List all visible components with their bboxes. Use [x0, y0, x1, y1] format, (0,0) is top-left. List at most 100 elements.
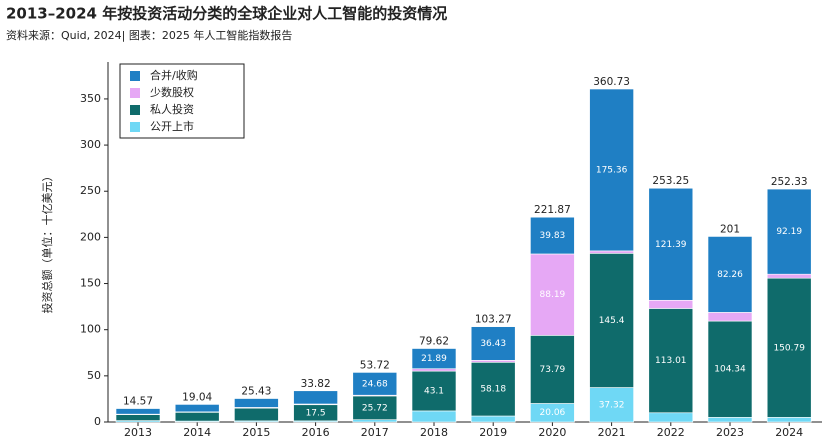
y-tick-label: 250	[80, 184, 101, 197]
segment-label: 150.79	[773, 343, 805, 353]
legend-label: 私人投资	[150, 102, 194, 116]
x-tick-label: 2018	[420, 426, 448, 439]
bar-segment	[648, 308, 694, 414]
bar-segment	[234, 407, 279, 422]
x-tick-label: 2015	[242, 426, 270, 439]
segment-label: 25.72	[362, 403, 388, 413]
total-label: 201	[720, 223, 740, 235]
total-label: 103.27	[475, 314, 512, 326]
y-tick-label: 200	[80, 230, 101, 243]
legend-label: 少数股权	[150, 86, 194, 99]
bar-segment	[707, 417, 753, 423]
total-label: 33.82	[301, 378, 331, 390]
segment-label: 113.01	[655, 356, 687, 366]
legend-label: 公开上市	[150, 119, 194, 133]
legend-swatch	[130, 105, 140, 115]
bar-segment	[115, 408, 161, 415]
bar-segment	[707, 236, 753, 313]
y-tick-label: 50	[87, 369, 101, 382]
bar-segment	[589, 88, 634, 252]
segment-label: 36.43	[480, 339, 506, 349]
bar-segment	[648, 299, 694, 309]
segment-label: 20.06	[540, 408, 566, 418]
bar-segment	[766, 417, 812, 423]
bar-segment	[589, 253, 634, 388]
bar-segment	[411, 410, 457, 423]
x-tick-label: 2021	[598, 426, 626, 439]
bar-segment	[470, 361, 516, 417]
x-tick-label: 2019	[479, 426, 507, 439]
chart-subtitle: 资料来源：Quid, 2024| 图表：2025 年人工智能指数报告	[6, 28, 292, 42]
total-label: 19.04	[182, 391, 212, 403]
total-label: 253.25	[652, 175, 689, 187]
segment-label: 82.26	[717, 270, 743, 280]
bar-segment	[648, 412, 694, 423]
bar-segment	[470, 326, 516, 361]
y-axis-label: 投资总额（单位：十亿美元）	[40, 171, 54, 314]
segment-label: 73.79	[540, 365, 566, 375]
bar-segment	[115, 414, 161, 421]
y-tick-label: 300	[80, 138, 101, 151]
segment-label: 58.18	[480, 385, 506, 395]
total-label: 14.57	[123, 396, 153, 408]
bar-segment	[589, 250, 634, 254]
total-label: 53.72	[360, 359, 390, 371]
chart-title: 2013–2024 年按投资活动分类的全球企业对人工智能的投资情况	[6, 5, 447, 23]
x-tick-label: 2023	[716, 426, 744, 439]
segment-label: 145.4	[599, 316, 625, 326]
y-tick-label: 0	[94, 415, 101, 428]
segment-label: 121.39	[655, 240, 687, 250]
y-tick-label: 350	[80, 92, 101, 105]
segment-label: 92.19	[776, 227, 802, 237]
segment-label: 24.68	[362, 379, 388, 389]
bar-segment	[234, 398, 279, 408]
bar-segment	[293, 390, 338, 405]
segment-label: 175.36	[596, 165, 628, 175]
bar-segment	[530, 253, 575, 336]
x-tick-label: 2016	[302, 426, 330, 439]
total-label: 360.73	[593, 76, 630, 88]
bar-segment	[411, 370, 457, 412]
segment-label: 43.1	[424, 387, 444, 397]
segment-label: 21.89	[421, 354, 447, 364]
bar-segment	[352, 372, 398, 396]
total-label: 79.62	[419, 336, 449, 348]
legend-swatch	[130, 122, 140, 132]
total-label: 252.33	[771, 176, 808, 188]
bar-segment	[352, 419, 398, 423]
bar-segment	[530, 335, 575, 404]
legend-label: 合并/收购	[150, 68, 198, 82]
legend-swatch	[130, 71, 140, 81]
x-tick-label: 2014	[183, 426, 211, 439]
bar-segment	[174, 412, 220, 422]
bar-segment	[530, 216, 575, 255]
x-tick-label: 2013	[124, 426, 152, 439]
legend	[119, 63, 245, 139]
total-label: 25.43	[241, 386, 271, 398]
bar-segment	[411, 368, 457, 372]
segment-label: 39.83	[540, 231, 566, 241]
bar-segment	[470, 415, 516, 423]
bar-segment	[707, 320, 753, 418]
total-label: 221.87	[534, 204, 571, 216]
y-tick-label: 150	[80, 277, 101, 290]
bar-segment	[648, 187, 694, 301]
x-tick-label: 2022	[657, 426, 685, 439]
x-tick-label: 2024	[775, 426, 803, 439]
bar-segment	[707, 312, 753, 322]
bar-segment	[766, 188, 812, 275]
segment-label: 104.34	[714, 365, 746, 375]
segment-label: 37.32	[599, 400, 625, 410]
y-tick-label: 100	[80, 323, 101, 336]
bar-segment	[174, 404, 220, 413]
bar-segment	[411, 348, 457, 370]
x-tick-label: 2017	[361, 426, 389, 439]
segment-label: 88.19	[540, 290, 566, 300]
bar-segment	[766, 277, 812, 418]
segment-label: 17.5	[306, 408, 326, 418]
x-tick-label: 2020	[538, 426, 566, 439]
bar-segment	[589, 387, 634, 423]
legend-swatch	[130, 88, 140, 98]
bar-segment	[766, 273, 812, 279]
